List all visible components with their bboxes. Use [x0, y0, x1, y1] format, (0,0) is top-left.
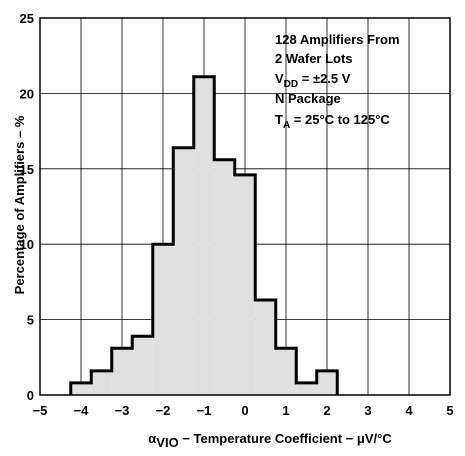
x-tick-label-0: −5: [33, 403, 48, 418]
x-tick-label-4: −1: [197, 403, 212, 418]
histogram-bar-3: [132, 336, 153, 395]
annotation-line-3: VDD = ±2.5 V: [275, 71, 351, 90]
annotation-vdd-subscript: DD: [284, 79, 298, 90]
annotation-vdd-symbol: V: [275, 71, 284, 86]
histogram-bar-5: [173, 147, 194, 395]
histogram-bar-2: [111, 348, 133, 395]
annotation-ta-subscript: A: [283, 120, 290, 131]
histogram-bar-11: [296, 382, 317, 395]
annotation-ta-value: = 25°C to 125°C: [290, 112, 390, 127]
annotation-line-1: 128 Amplifiers From: [275, 32, 400, 47]
histogram-bars: [70, 76, 338, 395]
x-tick-labels: −5 −4 −3 −2 −1 0 1 2 3 4 5: [33, 403, 454, 418]
x-tick-label-6: 1: [282, 403, 289, 418]
histogram-bar-12: [316, 370, 338, 395]
histogram-bar-10: [275, 348, 297, 395]
y-tick-label-4: 20: [20, 86, 34, 101]
histogram-bar-0: [70, 382, 92, 395]
y-tick-label-3: 15: [20, 162, 34, 177]
plot-frame: [39, 17, 451, 396]
x-tick-label-8: 3: [364, 403, 371, 418]
histogram-bar-1: [91, 370, 112, 395]
x-tick-label-3: −2: [156, 403, 171, 418]
x-tick-label-9: 4: [405, 403, 413, 418]
x-tick-label-10: 5: [446, 403, 453, 418]
chart-annotation: 128 Amplifiers From 2 Wafer Lots VDD = ±…: [275, 32, 400, 131]
histogram-outline: [69, 75, 339, 395]
x-tick-label-1: −4: [74, 403, 90, 418]
annotation-line-2: 2 Wafer Lots: [275, 51, 353, 66]
x-axis-label: αVIO − Temperature Coefficient − μV/°C: [148, 431, 392, 450]
y-tick-labels: 0 5 10 15 20 25: [20, 11, 34, 403]
histogram-bar-9: [255, 299, 276, 395]
y-tick-label-2: 10: [20, 237, 34, 252]
annotation-vdd-value: = ±2.5 V: [298, 71, 351, 86]
x-axis-label-subscript: VIO: [156, 435, 178, 450]
x-tick-label-7: 2: [323, 403, 330, 418]
annotation-line-4: N Package: [275, 91, 341, 106]
y-tick-label-0: 0: [27, 388, 34, 403]
annotation-line-5: TA = 25°C to 125°C: [275, 112, 390, 131]
y-tick-label-1: 5: [27, 313, 34, 328]
histogram-bar-7: [214, 159, 235, 395]
x-axis-label-symbol: α: [148, 431, 156, 446]
histogram-bar-8: [234, 174, 256, 395]
annotation-ta-symbol: T: [275, 112, 283, 127]
y-tick-label-5: 25: [20, 11, 34, 26]
x-tick-label-5: 0: [241, 403, 248, 418]
x-tick-label-2: −3: [115, 403, 130, 418]
histogram-bar-6: [193, 76, 215, 395]
x-axis-label-text: − Temperature Coefficient − μV/°C: [179, 431, 393, 446]
y-axis-label: Percentage of Amplifiers – %: [12, 115, 27, 294]
histogram-bar-4: [152, 244, 174, 395]
